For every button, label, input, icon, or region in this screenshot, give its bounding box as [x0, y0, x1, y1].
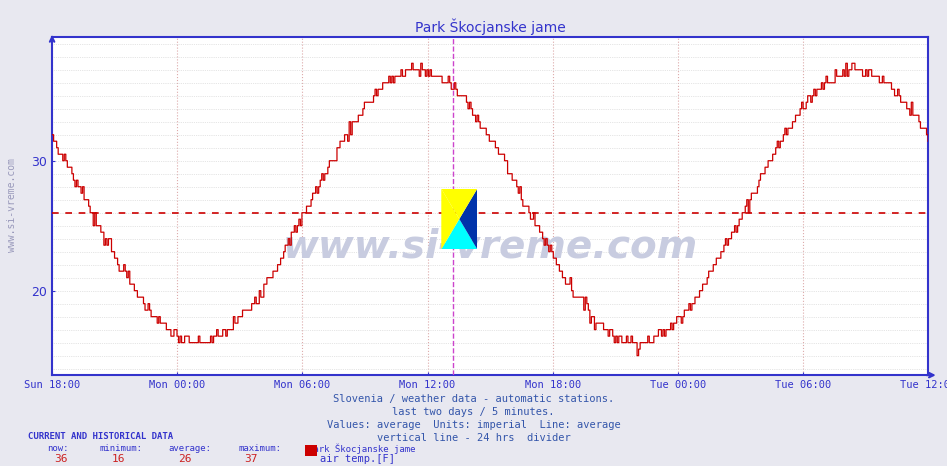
- Text: Park Škocjanske jame: Park Škocjanske jame: [308, 444, 416, 454]
- Text: minimum:: minimum:: [99, 444, 142, 452]
- Polygon shape: [459, 189, 477, 249]
- Text: air temp.[F]: air temp.[F]: [320, 454, 395, 464]
- Text: 26: 26: [178, 454, 191, 464]
- Polygon shape: [441, 219, 477, 249]
- Text: vertical line - 24 hrs  divider: vertical line - 24 hrs divider: [377, 433, 570, 443]
- Text: average:: average:: [169, 444, 211, 452]
- Polygon shape: [441, 189, 459, 249]
- Text: 36: 36: [54, 454, 67, 464]
- Text: www.si-vreme.com: www.si-vreme.com: [8, 158, 17, 252]
- Text: www.si-vreme.com: www.si-vreme.com: [282, 228, 698, 266]
- Text: Slovenia / weather data - automatic stations.: Slovenia / weather data - automatic stat…: [333, 394, 614, 404]
- Text: Values: average  Units: imperial  Line: average: Values: average Units: imperial Line: av…: [327, 420, 620, 430]
- Text: CURRENT AND HISTORICAL DATA: CURRENT AND HISTORICAL DATA: [28, 432, 173, 441]
- Polygon shape: [441, 189, 477, 219]
- Text: last two days / 5 minutes.: last two days / 5 minutes.: [392, 407, 555, 417]
- Text: 16: 16: [112, 454, 125, 464]
- Title: Park Škocjanske jame: Park Škocjanske jame: [415, 18, 565, 35]
- Text: now:: now:: [47, 444, 69, 452]
- Text: 37: 37: [244, 454, 258, 464]
- Text: maximum:: maximum:: [239, 444, 281, 452]
